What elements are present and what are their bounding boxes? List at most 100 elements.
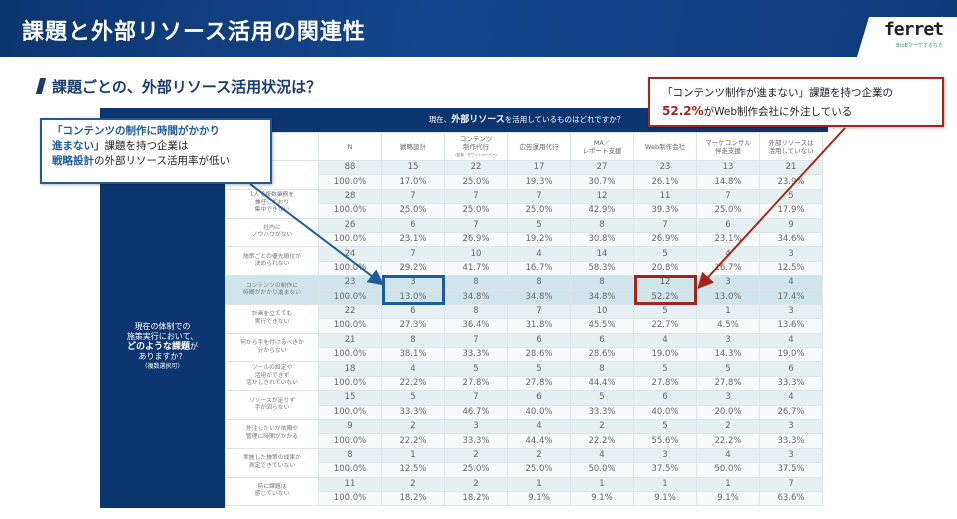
slash-bar-icon [35, 78, 47, 94]
percent-cell: 44.4% [507, 433, 571, 449]
table-row-count: 外注したいが依頼や 管理に時間がかかる 9 2 3 4 2 5 2 3 [225, 419, 823, 449]
header-banner: 課題と外部リソース活用の関連性 ferret BtoBマーケするなら [0, 0, 957, 57]
count-cell: 2 [381, 476, 445, 492]
count-cell: 1 [570, 476, 634, 492]
count-cell: 2 [444, 447, 508, 464]
count-cell: 2 [507, 447, 571, 464]
table-row-percent: 100.0% 22.2% 27.8% 27.8% 44.4% 27.8% 27.8% 33.3… [226, 375, 823, 392]
column-header-label: Web制作会社 [644, 142, 686, 151]
column-header: 外部リソースは 活用していない [759, 132, 823, 161]
count-cell: 4 [759, 332, 823, 349]
count-cell: 6 [381, 303, 445, 320]
q-bold-suffix: が [190, 342, 198, 351]
count-cell: 6 [570, 332, 634, 349]
table-row-percent: 100.0% 13.0% 34.8% 34.8% 34.8% 52.2% 13.0% 17.4… [226, 289, 823, 305]
qtop-prefix: 現在、 [428, 115, 452, 124]
row-label: 特に課題は 感じていない [225, 476, 319, 507]
percent-cell: 100.0% [318, 289, 382, 305]
callout-left-line3-bold: 戦略設計 [52, 155, 94, 167]
table-row-percent: 100.0% 22.2% 33.3% 44.4% 22.2% 55.6% 22.2% 33.3… [226, 433, 823, 449]
percent-cell: 33.3% [444, 347, 508, 363]
row-label: 1人で複数業務を 兼任しており 集中できない [225, 188, 319, 219]
count-cell: 11 [633, 188, 697, 205]
percent-cell: 100.0% [318, 231, 382, 248]
count-cell: 6 [381, 217, 445, 233]
percent-cell: 45.5% [570, 318, 634, 334]
percent-cell: 37.5% [633, 462, 697, 478]
count-cell: 3 [696, 390, 760, 406]
count-cell: 88 [318, 159, 382, 176]
table-row-count: 1人で複数業務を 兼任しており 集中できない 28 7 7 7 12 11 7 5 [225, 188, 823, 219]
callout-right-line2: がWeb制作会社に外注している [703, 106, 853, 118]
count-cell: 24 [318, 246, 382, 262]
count-cell: 7 [444, 332, 508, 349]
count-cell: 5 [633, 361, 697, 377]
percent-cell: 50.0% [696, 462, 760, 478]
percent-cell: 63.6% [759, 490, 823, 507]
row-label: 計画を立てても 実行できない [225, 303, 319, 334]
percent-cell: 34.8% [507, 289, 571, 305]
percent-cell: 26.9% [444, 231, 508, 248]
count-cell: 6 [696, 217, 760, 233]
count-cell: 8 [444, 303, 508, 320]
percent-cell: 14.3% [696, 347, 760, 363]
percent-cell: 44.4% [570, 375, 634, 392]
percent-cell: 33.3% [381, 404, 445, 421]
callout-right: 「コンテンツ制作が進まない」課題を持つ企業の 52.2%がWeb制作会社に外注し… [648, 77, 944, 127]
count-cell: 5 [444, 361, 508, 377]
count-cell: 8 [570, 275, 634, 291]
count-cell: 6 [759, 361, 823, 377]
percent-cell: 27.8% [633, 375, 697, 392]
callout-right-line1: 「コンテンツ制作が進まない」課題を持つ企業の [662, 87, 893, 99]
count-cell: 7 [444, 188, 508, 205]
percent-cell: 27.8% [507, 375, 571, 392]
percent-cell: 52.2% [633, 289, 697, 305]
row-label: 社内に ノウハウがない [225, 217, 319, 248]
count-cell: 5 [381, 390, 445, 406]
percent-cell: 25.0% [444, 203, 508, 219]
count-cell: 1 [696, 476, 760, 492]
count-cell: 5 [759, 188, 823, 205]
percent-cell: 40.0% [633, 404, 697, 421]
count-cell: 7 [444, 390, 508, 406]
percent-cell: 38.1% [381, 347, 445, 363]
percent-cell: 13.0% [381, 289, 445, 305]
count-cell: 5 [570, 390, 634, 406]
percent-cell: 19.3% [507, 174, 571, 190]
percent-cell: 100.0% [318, 462, 382, 478]
table-row-count: リソースが足りず 手が回らない 15 5 7 6 5 6 3 4 [225, 390, 823, 421]
percent-cell: 9.1% [570, 490, 634, 507]
percent-cell: 34.6% [759, 231, 823, 248]
count-cell: 21 [318, 332, 382, 349]
percent-cell: 100.0% [318, 260, 382, 277]
count-cell: 7 [381, 188, 445, 205]
percent-cell: 9.1% [507, 490, 571, 507]
count-cell: 4 [759, 275, 823, 291]
count-cell: 3 [759, 303, 823, 320]
percent-cell: 23.1% [696, 231, 760, 248]
count-cell: 4 [633, 332, 697, 349]
row-label: リソースが足りず 手が回らない [225, 390, 319, 421]
row-label: ツールの設定や 活用ができず 活かしきれていない [225, 361, 319, 392]
count-cell: 4 [759, 390, 823, 406]
count-cell: 5 [633, 419, 697, 435]
table-row-percent: 100.0% 33.3% 46.7% 40.0% 33.3% 40.0% 20.0% 26.7… [226, 404, 823, 421]
count-cell: 3 [759, 246, 823, 262]
q-line1: 現在の体制での [134, 322, 191, 331]
column-header-label: MA／ レポート支援 [582, 138, 622, 155]
q-bold: どのような課題 [126, 342, 190, 352]
count-cell: 18 [318, 361, 382, 377]
percent-cell: 25.0% [381, 203, 445, 219]
count-cell: 13 [696, 159, 760, 176]
count-cell: 23 [318, 275, 382, 291]
callout-left-line3: の外部リソース活用率が低い [94, 155, 230, 167]
count-cell: 10 [444, 246, 508, 262]
count-cell: 6 [633, 390, 697, 406]
count-cell: 5 [507, 217, 571, 233]
count-cell: 4 [507, 419, 571, 435]
column-header: マーケコンサル 伴走支援 [696, 132, 760, 161]
percent-cell: 25.0% [507, 203, 571, 219]
count-cell: 8 [381, 332, 445, 349]
highlight-box-web [634, 275, 697, 305]
percent-cell: 27.3% [381, 318, 445, 334]
